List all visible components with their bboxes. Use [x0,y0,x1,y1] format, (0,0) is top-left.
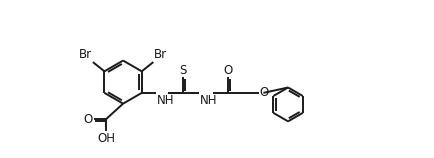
Text: Br: Br [79,48,92,61]
Text: O: O [224,64,233,77]
Text: Br: Br [154,48,167,61]
Text: O: O [260,86,269,99]
Text: O: O [84,112,93,126]
Text: NH: NH [156,94,174,107]
Text: OH: OH [97,132,115,145]
Text: S: S [180,64,187,77]
Text: NH: NH [200,94,217,107]
